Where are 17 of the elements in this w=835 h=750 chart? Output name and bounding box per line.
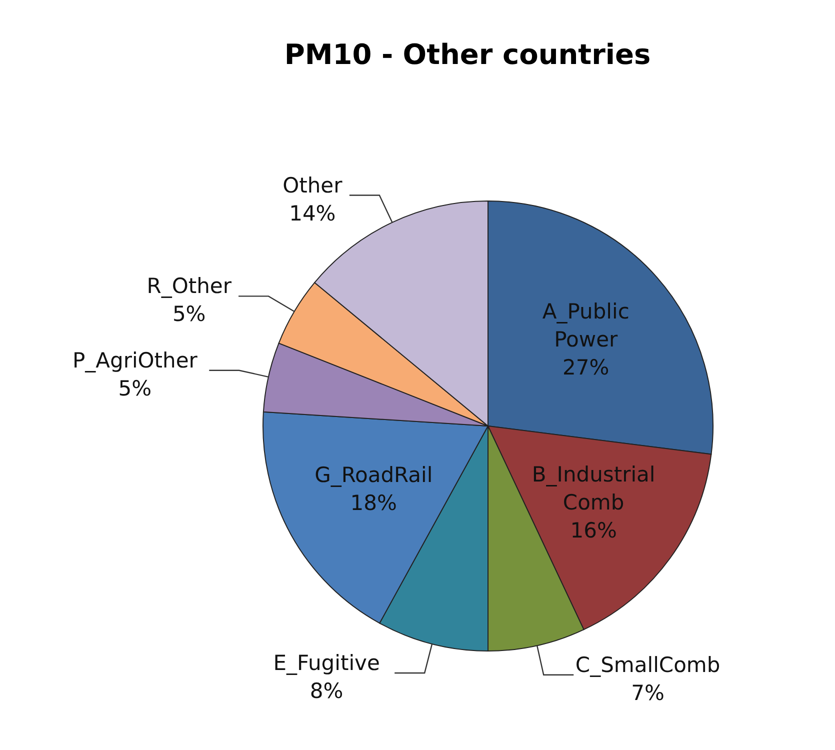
- slice-label: E_Fugitive: [273, 650, 380, 675]
- data-label: 8%: [310, 678, 344, 703]
- data-label: 18%: [350, 490, 397, 515]
- slice-label: P_AgriOther: [72, 348, 198, 372]
- data-label: 5%: [172, 302, 206, 326]
- data-label: 7%: [631, 680, 664, 705]
- slice-label: R_Other: [146, 274, 232, 298]
- data-label: 16%: [570, 518, 617, 543]
- slice-label: G_RoadRail: [314, 462, 433, 487]
- slice-label: A_Public Power: [542, 300, 630, 352]
- data-label: 5%: [118, 376, 152, 400]
- data-label: 27%: [562, 356, 610, 380]
- chart-title: PM10 - Other countries: [283, 37, 652, 71]
- data-label: 14%: [289, 201, 336, 226]
- slice-label: Other: [282, 173, 343, 198]
- slice-label: B_Industrial Comb: [532, 462, 656, 515]
- slice-label: C_SmallComb: [575, 652, 720, 677]
